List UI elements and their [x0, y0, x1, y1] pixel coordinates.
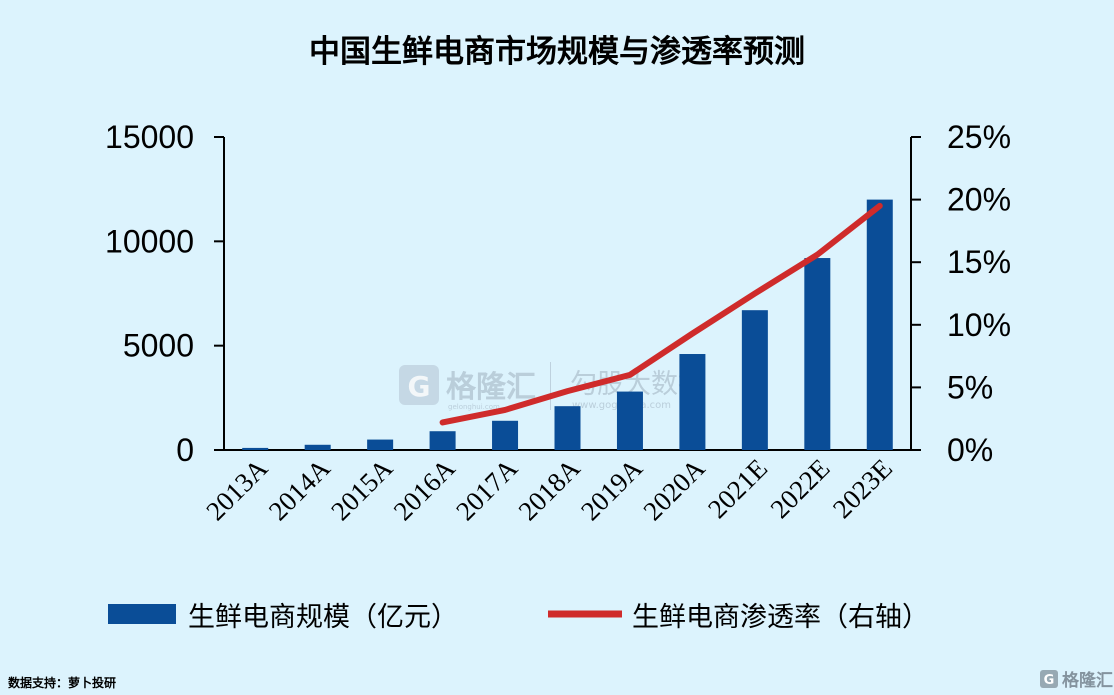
watermark: G 格隆汇 gelonghui.com 勾股大数据 www.gogudata.c…: [399, 362, 705, 411]
x-tick-label: 2020A: [637, 453, 711, 527]
bar: [492, 420, 519, 450]
bar: [616, 391, 643, 450]
y-right-tick-label: 0%: [947, 432, 993, 468]
bar: [367, 439, 394, 450]
y-left-tick-label: 0: [176, 432, 194, 468]
line-point: [502, 407, 508, 413]
series-line: [439, 202, 883, 426]
line-point: [627, 372, 633, 378]
y-left-tick-label: 10000: [105, 223, 194, 259]
bar: [741, 310, 768, 450]
y-right-tick-label: 10%: [947, 307, 1011, 343]
chart-title: 中国生鲜电商市场规模与渗透率预测: [309, 34, 805, 70]
x-tick-label: 2013A: [200, 453, 274, 527]
line-point: [814, 252, 820, 258]
svg-text:G: G: [1044, 673, 1055, 688]
line-point: [689, 331, 695, 337]
legend: 生鲜电商规模（亿元） 生鲜电商渗透率（右轴）: [108, 602, 929, 633]
x-tick-label: 2018A: [513, 453, 587, 527]
x-tick-label: 2023E: [827, 453, 898, 524]
y-right-tick-label: 15%: [947, 244, 1011, 280]
x-tick-label: 2021E: [702, 453, 773, 524]
bar: [679, 354, 706, 450]
y-right-tick-label: 25%: [947, 119, 1011, 155]
bar: [866, 199, 893, 450]
x-tick-label: 2016A: [388, 453, 462, 527]
line-point: [565, 388, 570, 394]
y-left-tick-label: 5000: [123, 328, 194, 364]
source-note: 数据支持：萝卜投研: [8, 675, 116, 690]
y-left-tick-label: 15000: [105, 119, 194, 155]
x-tick-label: 2019A: [575, 453, 649, 527]
x-tick-label: 2015A: [325, 453, 399, 527]
x-tick-label: 2014A: [263, 453, 337, 527]
plot-area: 0 5000 10000 15000 0% 5% 10% 15% 20% 25% 2013A2014…: [105, 119, 1011, 526]
x-tick-label: 2017A: [450, 453, 524, 527]
corner-watermark: G 格隆汇: [1040, 670, 1113, 691]
gelonghui-logo-icon: G: [399, 365, 439, 405]
bar: [429, 431, 456, 450]
watermark-brand: 格隆汇: [446, 370, 536, 405]
svg-text:G: G: [408, 370, 431, 403]
bar: [554, 406, 581, 450]
line-point: [877, 203, 883, 209]
x-tick-label: 2022E: [764, 453, 835, 524]
line-point: [752, 291, 758, 296]
y-right-tick-label: 5%: [947, 369, 993, 405]
line-point: [440, 419, 446, 425]
y-right-tick-label: 20%: [947, 182, 1011, 218]
legend-bar-swatch: [108, 604, 176, 624]
legend-bar-label: 生鲜电商规模（亿元）: [188, 602, 458, 633]
legend-line-label: 生鲜电商渗透率（右轴）: [632, 602, 929, 633]
bar: [242, 447, 269, 450]
bar: [804, 258, 831, 450]
bar: [304, 444, 331, 450]
corner-watermark-label: 格隆汇: [1062, 670, 1113, 691]
watermark-brand-sub: gelonghui.com: [448, 403, 500, 411]
